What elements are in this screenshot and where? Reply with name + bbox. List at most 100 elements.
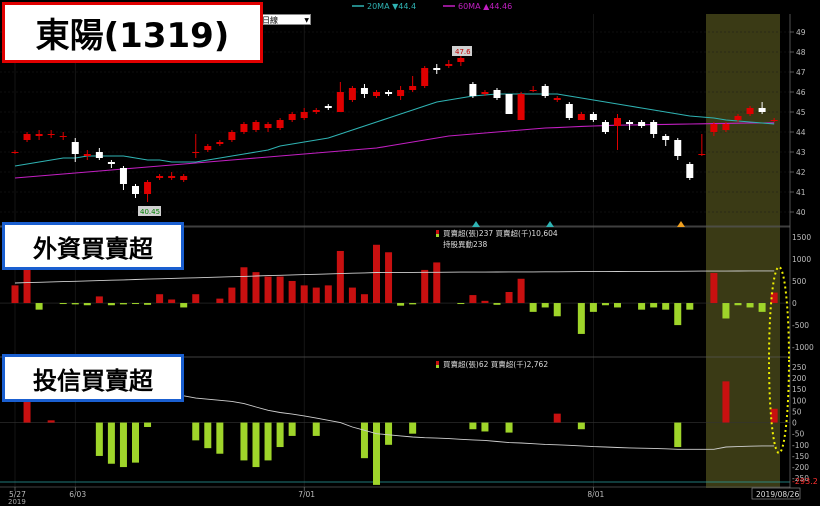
trust-bar-59 bbox=[722, 381, 730, 423]
ma60-line bbox=[14, 122, 775, 179]
ma20-legend-label: 20MA ▼44.4 bbox=[367, 2, 416, 11]
foreign-info-line2: 持股異動238 bbox=[443, 239, 488, 249]
trust-tick-label-4: 50 bbox=[792, 407, 802, 416]
candle-body-59 bbox=[722, 124, 730, 130]
candle-body-14 bbox=[180, 176, 188, 180]
foreign-bar-21 bbox=[264, 276, 272, 304]
event-marker-3 bbox=[677, 221, 685, 227]
candle-body-15 bbox=[192, 152, 200, 153]
foreign-bar-62 bbox=[758, 303, 766, 312]
highlight-zone bbox=[706, 14, 780, 488]
foreign-info-swatch-sell bbox=[436, 234, 439, 237]
candle-body-57 bbox=[698, 154, 706, 155]
trust-bar-39 bbox=[481, 422, 489, 432]
candle-body-13 bbox=[168, 176, 176, 178]
trust-bar-30 bbox=[373, 422, 380, 485]
candle-body-50 bbox=[614, 118, 621, 126]
candle-body-23 bbox=[288, 114, 296, 120]
foreign-bar-52 bbox=[638, 303, 646, 310]
candle-body-28 bbox=[348, 88, 356, 100]
candle-body-18 bbox=[228, 132, 236, 140]
foreign-bar-18 bbox=[228, 287, 236, 304]
foreign-bar-22 bbox=[276, 276, 284, 304]
foreign-bar-4 bbox=[59, 303, 67, 305]
foreign-net-bars bbox=[11, 244, 778, 334]
date-label-3: 8/01 bbox=[587, 490, 604, 499]
price-tick-label-6: 46 bbox=[796, 88, 806, 97]
foreign-tick-label-5: -1000 bbox=[792, 343, 814, 352]
foreign-bar-14 bbox=[180, 303, 188, 308]
foreign-bar-11 bbox=[144, 303, 152, 305]
candle-body-9 bbox=[119, 168, 127, 184]
trust-tick-label-5: 0 bbox=[792, 419, 797, 428]
foreign-bar-25 bbox=[312, 287, 320, 304]
candle-body-41 bbox=[505, 94, 513, 114]
foreign-bar-37 bbox=[457, 303, 465, 305]
trust-info-swatch-buy bbox=[436, 361, 439, 365]
foreign-bar-44 bbox=[541, 303, 549, 308]
candle-body-55 bbox=[674, 140, 682, 156]
foreign-bar-47 bbox=[577, 303, 585, 334]
candle-body-34 bbox=[421, 68, 429, 86]
foreign-bar-42 bbox=[517, 278, 525, 304]
candle-body-51 bbox=[626, 122, 634, 124]
trust-tick-label-0: 250 bbox=[792, 363, 807, 372]
foreign-bar-10 bbox=[132, 303, 139, 305]
candle-body-30 bbox=[373, 92, 380, 96]
candle-body-62 bbox=[758, 108, 766, 112]
trust-bar-9 bbox=[119, 422, 127, 468]
ma20-path bbox=[14, 93, 775, 167]
trust-bar-31 bbox=[385, 422, 393, 445]
foreign-bar-58 bbox=[710, 273, 718, 304]
event-marker-1 bbox=[472, 221, 480, 227]
candle-body-58 bbox=[710, 124, 718, 132]
foreign-bar-41 bbox=[505, 292, 513, 304]
year-label: 2019 bbox=[8, 498, 26, 506]
foreign-bar-38 bbox=[469, 295, 477, 304]
foreign-bar-23 bbox=[288, 280, 296, 304]
period-select-value: 日線 bbox=[262, 16, 278, 25]
trust-net-bars bbox=[23, 381, 778, 485]
foreign-bar-29 bbox=[360, 294, 368, 304]
trust-axis: 250 200 150 100 50 0 -50 -100 -150 -200 -250 bbox=[792, 363, 809, 483]
trust-bar-20 bbox=[252, 422, 260, 468]
trust-bar-19 bbox=[240, 422, 248, 461]
foreign-bar-33 bbox=[409, 303, 417, 305]
trust-tick-label-7: -100 bbox=[792, 441, 809, 450]
candle-body-31 bbox=[385, 92, 393, 94]
trust-bar-33 bbox=[409, 422, 417, 434]
candle-body-49 bbox=[601, 122, 609, 132]
trust-tick-label-9: -200 bbox=[792, 463, 809, 472]
foreign-bar-13 bbox=[168, 299, 176, 304]
candle-body-24 bbox=[300, 112, 308, 118]
period-select[interactable]: 日線 ▼ bbox=[259, 14, 311, 25]
candle-body-12 bbox=[156, 176, 164, 178]
trust-bar-16 bbox=[204, 422, 212, 449]
trust-bar-8 bbox=[107, 422, 115, 464]
foreign-bar-60 bbox=[734, 303, 742, 306]
trust-bar-29 bbox=[360, 422, 368, 459]
foreign-bar-17 bbox=[216, 298, 224, 304]
date-label-0: 5/27 bbox=[9, 490, 26, 499]
trust-bar-1 bbox=[23, 395, 31, 423]
foreign-bar-63 bbox=[770, 292, 778, 304]
foreign-bar-40 bbox=[493, 303, 501, 305]
foreign-bar-1 bbox=[23, 261, 31, 304]
trust-bar-3 bbox=[47, 420, 55, 423]
trust-bar-63 bbox=[770, 408, 778, 423]
candle-body-2 bbox=[35, 134, 43, 136]
trust-bar-23 bbox=[288, 422, 296, 436]
foreign-bar-24 bbox=[300, 285, 308, 304]
foreign-holdings-line bbox=[14, 270, 775, 284]
highlight-ellipse bbox=[768, 266, 790, 454]
candle-body-53 bbox=[650, 122, 658, 134]
candle-body-19 bbox=[240, 124, 248, 132]
current-date-label: 2019/08/26 bbox=[756, 490, 799, 499]
candle-body-26 bbox=[324, 106, 332, 108]
candle-body-35 bbox=[433, 68, 441, 70]
foreign-bar-39 bbox=[481, 300, 489, 304]
date-label-1: 6/03 bbox=[69, 490, 86, 499]
low-price-label: 40.45 bbox=[140, 208, 160, 216]
foreign-bar-54 bbox=[662, 303, 670, 310]
date-label-2: 7/01 bbox=[298, 490, 315, 499]
